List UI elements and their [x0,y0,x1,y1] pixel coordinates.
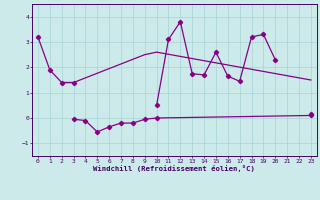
X-axis label: Windchill (Refroidissement éolien,°C): Windchill (Refroidissement éolien,°C) [93,165,255,172]
